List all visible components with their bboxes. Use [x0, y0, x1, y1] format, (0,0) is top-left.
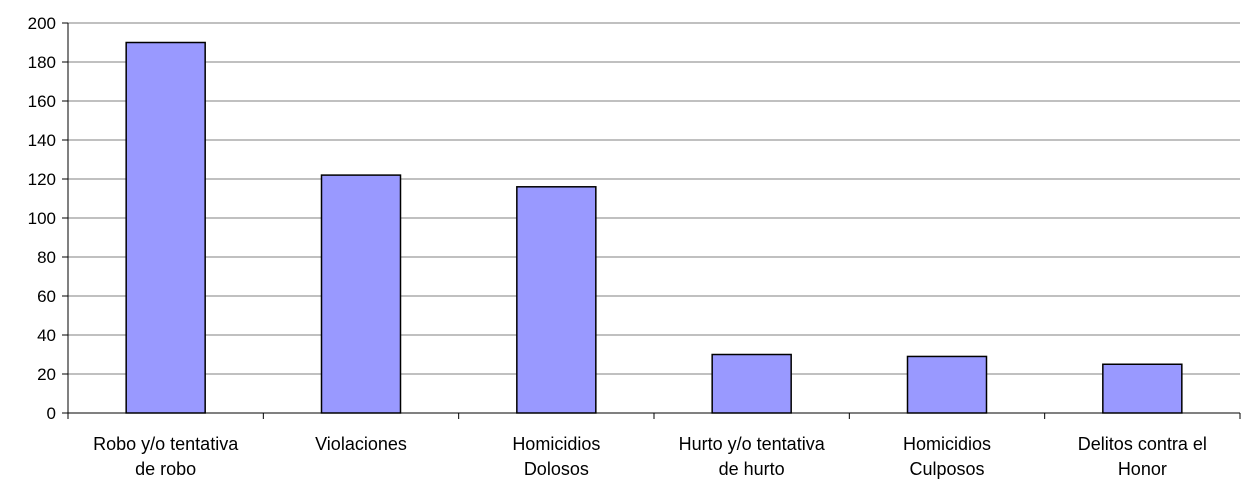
axes — [62, 22, 1241, 419]
x-category-labels: Robo y/o tentativa de robo Violaciones Homi… — [93, 434, 1207, 479]
y-tick-label: 20 — [37, 365, 56, 384]
x-category-label-line: Culposos — [909, 459, 984, 479]
y-tick-label: 140 — [28, 131, 56, 150]
bar — [320, 174, 402, 414]
x-category-label-line: Delitos contra el — [1078, 434, 1207, 454]
y-tick-label: 60 — [37, 287, 56, 306]
x-category-label-line: Homicidios — [903, 434, 991, 454]
x-category-label-line: Violaciones — [315, 434, 407, 454]
bar — [1102, 363, 1183, 414]
bar — [906, 355, 988, 414]
x-category-label-line: Hurto y/o tentativa — [679, 434, 826, 454]
bar — [125, 41, 206, 414]
x-category-label: Violaciones — [315, 434, 407, 454]
bar — [516, 186, 597, 414]
y-tick-label: 180 — [28, 53, 56, 72]
x-category-label: Homicidios Culposos — [903, 434, 991, 479]
x-category-label: Robo y/o tentativa de robo — [93, 434, 239, 479]
x-category-label-line: Homicidios — [512, 434, 600, 454]
x-category-label-line: de hurto — [719, 459, 785, 479]
x-category-label-line: de robo — [135, 459, 196, 479]
x-category-label-line: Robo y/o tentativa — [93, 434, 239, 454]
y-tick-label: 160 — [28, 92, 56, 111]
x-category-label: Hurto y/o tentativa de hurto — [679, 434, 826, 479]
y-tick-label: 40 — [37, 326, 56, 345]
bar — [711, 353, 792, 414]
x-category-label: Delitos contra el Honor — [1078, 434, 1207, 479]
y-tick-label: 80 — [37, 248, 56, 267]
bars — [125, 41, 1183, 414]
x-category-label-line: Honor — [1118, 459, 1167, 479]
y-tick-label: 200 — [28, 14, 56, 33]
y-tick-label: 0 — [47, 404, 56, 423]
x-category-label-line: Dolosos — [524, 459, 589, 479]
y-tick-labels: 0 20 40 60 80 100 120 140 160 180 200 — [28, 14, 56, 423]
y-tick-label: 100 — [28, 209, 56, 228]
x-category-label: Homicidios Dolosos — [512, 434, 600, 479]
y-tick-label: 120 — [28, 170, 56, 189]
gridlines — [68, 22, 1240, 375]
